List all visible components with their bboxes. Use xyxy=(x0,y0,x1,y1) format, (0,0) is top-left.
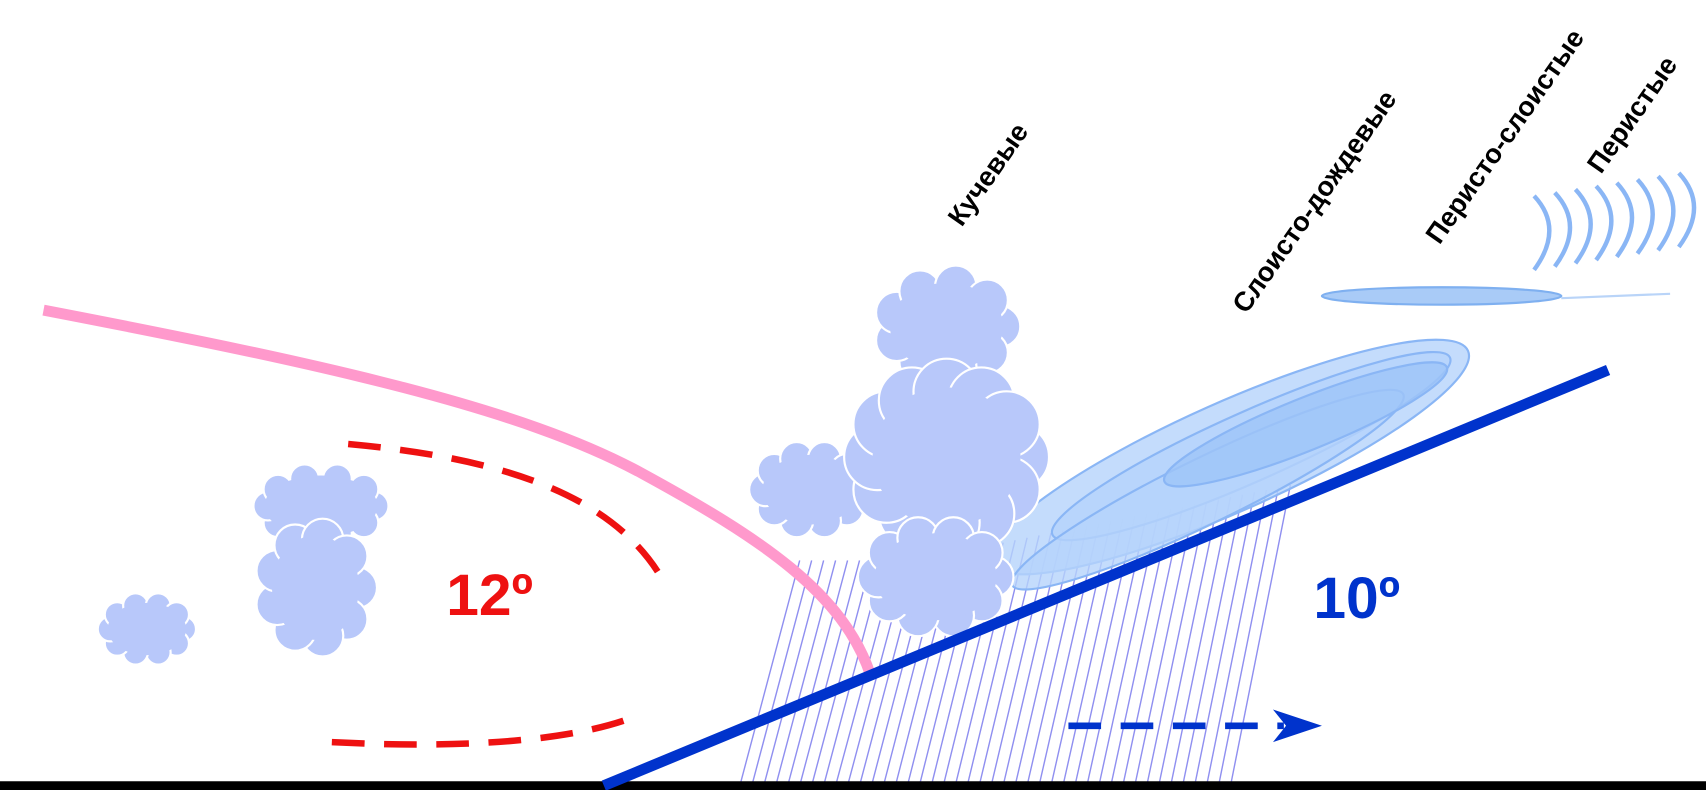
cirrus xyxy=(1532,171,1697,272)
rain-streak xyxy=(1158,499,1220,786)
cirrus-stroke xyxy=(1573,187,1593,265)
warm-front xyxy=(42,304,876,677)
rain-streak xyxy=(1146,501,1208,786)
cloud-label: Кучевые xyxy=(941,117,1034,231)
cumulus-clouds xyxy=(96,264,1051,666)
cirrus-stroke xyxy=(1635,178,1655,255)
cold-front xyxy=(601,364,1611,790)
rain-streak xyxy=(1217,487,1280,786)
warm-dashed-lower xyxy=(331,712,638,748)
cloud-body xyxy=(874,533,997,621)
stratus xyxy=(988,338,1471,591)
rain-streak xyxy=(799,560,861,786)
rain-streak xyxy=(763,560,825,786)
rain-streak xyxy=(751,560,813,786)
cloud-body xyxy=(264,475,378,537)
cloud-label: Перистые xyxy=(1581,50,1684,178)
cloud-body xyxy=(762,454,859,525)
cirrus-stroke xyxy=(1677,171,1697,249)
rain-streak xyxy=(1193,492,1256,786)
rain-streak xyxy=(1170,496,1232,786)
cirrus-stroke xyxy=(1594,184,1614,262)
cirrostratus-tail xyxy=(1561,292,1671,300)
rain-streak xyxy=(1229,484,1292,786)
stratus-layer xyxy=(1162,361,1449,488)
rain-streak xyxy=(1205,489,1268,786)
rain-streak xyxy=(1134,504,1196,786)
cold-angle: 10º xyxy=(1313,566,1400,631)
rain-streak xyxy=(1181,494,1244,786)
cirrostratus xyxy=(1320,286,1563,306)
cirrus-stroke xyxy=(1532,194,1552,272)
arrow-head xyxy=(1272,709,1322,743)
warm-dashed-upper xyxy=(347,440,669,587)
cloud-label: Слоисто-дождевые xyxy=(1226,84,1403,318)
cirrus-stroke xyxy=(1553,191,1573,268)
rain-streak xyxy=(810,560,873,786)
cloud-body xyxy=(272,535,360,640)
warm-angle: 12º xyxy=(446,563,533,628)
cloud-body xyxy=(872,387,1021,527)
rain-streak xyxy=(1086,513,1148,786)
cirrus-stroke xyxy=(1615,181,1635,259)
cloud-body xyxy=(889,282,1004,370)
rain-streak xyxy=(787,560,849,786)
cirrus-stroke xyxy=(1656,174,1676,252)
cloud-body xyxy=(107,602,187,656)
cloud-label: Перисто-слоистые xyxy=(1419,23,1590,249)
rain-streak xyxy=(739,560,801,786)
